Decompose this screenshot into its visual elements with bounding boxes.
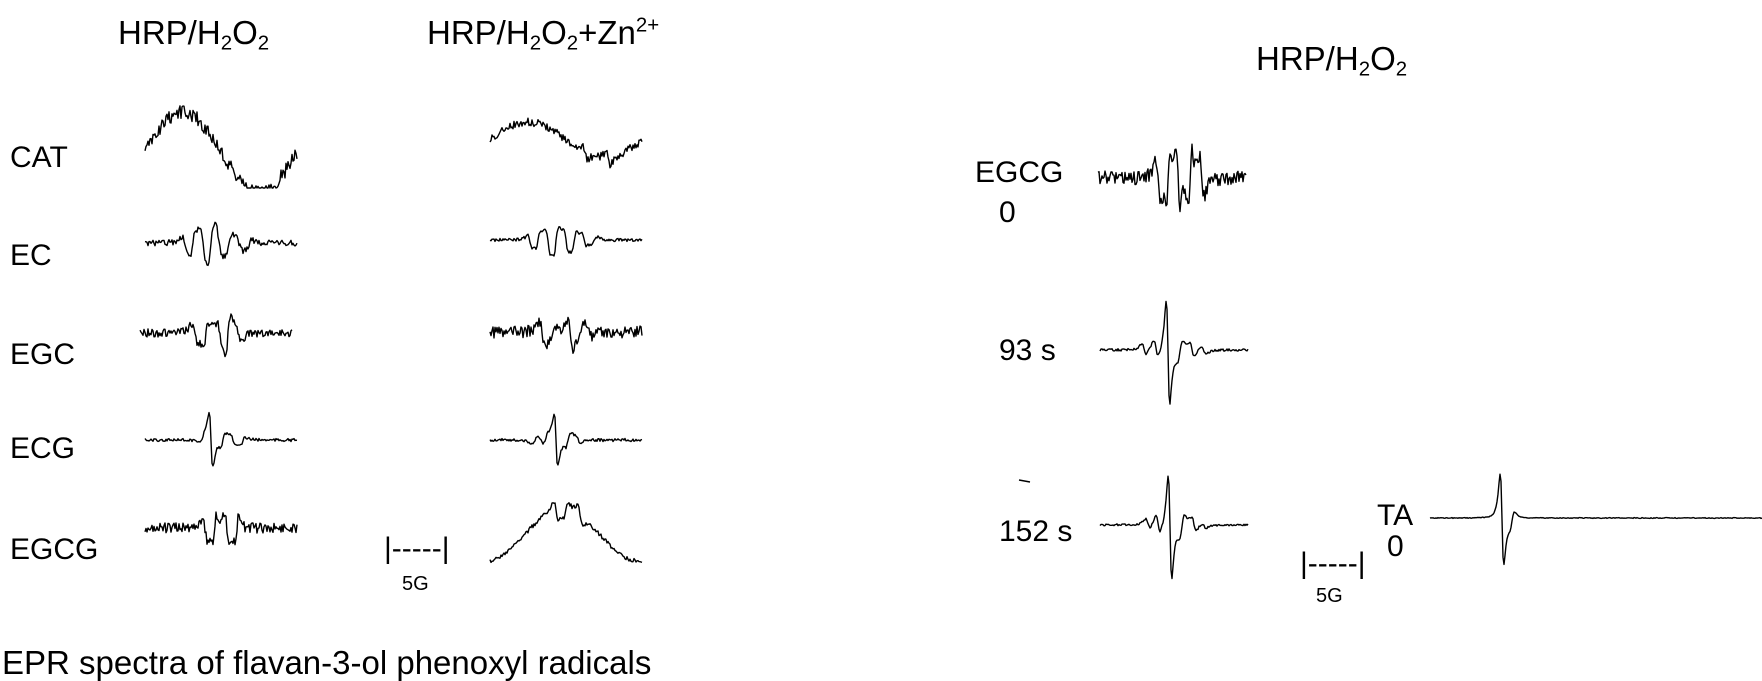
row-label-egcg: EGCG [10,533,99,566]
figure-caption: EPR spectra of flavan-3-ol phenoxyl radi… [2,644,652,681]
time-label-egcg: EGCG [975,156,1064,189]
header-hrp-h2o2-left: HRP/H2O2 [118,14,270,55]
spectrum-ec-hrp [144,221,298,267]
row-label-egc: EGC [10,338,76,371]
scale-bar-right-unit: 5G [1316,585,1343,607]
spectrum-cat-hrp [144,105,298,189]
time-label-zero: 0 [999,196,1016,229]
row-label-ecg: ECG [10,432,76,465]
spectrum-egcg-93s [1099,300,1249,405]
ta-label-value: 0 [1387,530,1404,563]
scale-bar-right: |-----| [1300,547,1366,580]
spectrum-ecg-hrp [144,411,298,467]
time-label-152s: 152 s [999,515,1073,548]
scale-bar-left: |-----| [384,532,450,565]
row-label-ec: EC [10,239,52,272]
spectrum-cat-zn [489,117,643,169]
row-label-cat: CAT [10,141,68,174]
spectrum-egcg-152s [1099,475,1249,580]
spectrum-egc-hrp [139,313,293,358]
stray-mark [1018,479,1031,483]
header-hrp-h2o2-zn: HRP/H2O2+Zn2+ [427,13,660,55]
ta-label: TA [1377,499,1414,532]
header-hrp-h2o2-right: HRP/H2O2 [1256,40,1408,81]
spectrum-ta [1429,473,1762,566]
scale-bar-left-unit: 5G [402,573,429,595]
spectrum-egcg-hrp [144,511,298,546]
spectrum-egc-zn [489,316,643,354]
spectrum-ec-zn [489,226,643,257]
spectrum-ecg-zn [489,413,643,466]
spectrum-egcg-t0 [1097,143,1247,213]
time-label-93s: 93 s [999,334,1056,367]
spectrum-egcg-zn [489,501,643,564]
